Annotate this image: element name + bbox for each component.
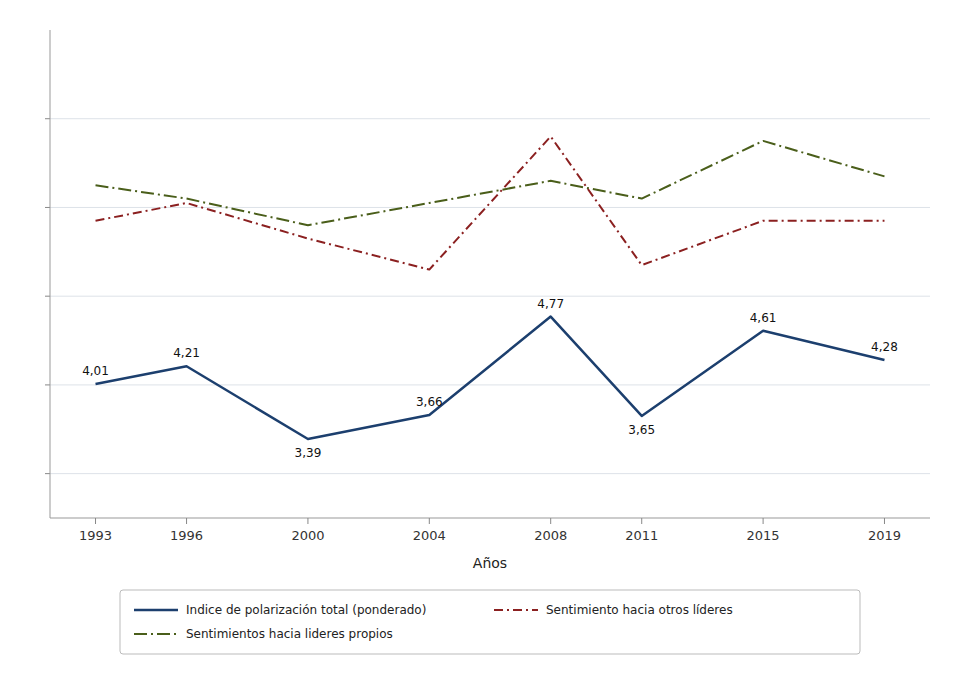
- x-tick: [550, 518, 551, 524]
- chart-container: 1993 1996 2000 2004 2008 2011 2015 2019 Años 4,01…: [0, 0, 960, 698]
- x-tick: [429, 518, 430, 524]
- series-line: [96, 136, 885, 269]
- series-line: [96, 141, 885, 225]
- data-label: 4,21: [173, 346, 200, 360]
- grid-line: [50, 296, 930, 297]
- y-tick: [45, 473, 50, 474]
- legend-label: Sentimiento hacia otros líderes: [546, 603, 733, 617]
- data-label: 3,39: [295, 446, 322, 460]
- grid: [50, 119, 930, 474]
- grid-line: [50, 384, 930, 385]
- x-tick-label: 1996: [170, 528, 203, 543]
- x-tick-label: 2004: [413, 528, 446, 543]
- x-axis-label: Años: [473, 555, 507, 571]
- data-label: 3,65: [628, 423, 655, 437]
- chart-svg: 1993 1996 2000 2004 2008 2011 2015 2019 Años 4,01…: [0, 0, 960, 698]
- data-label: 4,01: [82, 364, 109, 378]
- x-tick: [186, 518, 187, 524]
- x-tick: [307, 518, 308, 524]
- legend-label: Sentimientos hacia lideres propios: [186, 627, 393, 641]
- x-tick-label: 2011: [625, 528, 658, 543]
- grid-line: [50, 207, 930, 208]
- y-axis-line: [50, 30, 51, 518]
- legend-swatch: [494, 609, 538, 611]
- data-label: 4,28: [871, 340, 898, 354]
- x-tick: [884, 518, 885, 524]
- x-tick-label: 2008: [534, 528, 567, 543]
- legend-swatch: [134, 609, 178, 612]
- x-tick-label: 2019: [868, 528, 901, 543]
- legend-box: [120, 590, 860, 654]
- y-tick: [45, 118, 50, 119]
- x-tick: [763, 518, 764, 524]
- x-tick: [95, 518, 96, 524]
- grid-line: [50, 473, 930, 474]
- x-tick: [641, 518, 642, 524]
- x-tick-label: 2015: [747, 528, 780, 543]
- plot-area: [96, 136, 885, 439]
- data-label: 3,66: [416, 395, 443, 409]
- data-label: 4,61: [750, 311, 777, 325]
- series-line: [96, 317, 885, 439]
- data-labels: 4,01 4,21 3,39 3,66 4,77 3,65 4,61 4,28: [82, 297, 898, 460]
- x-axis-line: [50, 518, 930, 519]
- x-tick-label: 2000: [291, 528, 324, 543]
- y-tick: [45, 207, 50, 208]
- y-tick: [45, 384, 50, 385]
- y-tick: [45, 296, 50, 297]
- legend-swatch: [134, 633, 178, 635]
- legend-label: Indice de polarización total (ponderado): [186, 603, 426, 617]
- grid-line: [50, 118, 930, 119]
- legend: Indice de polarización total (ponderado)…: [120, 590, 860, 654]
- x-tick-label: 1993: [79, 528, 112, 543]
- data-label: 4,77: [537, 297, 564, 311]
